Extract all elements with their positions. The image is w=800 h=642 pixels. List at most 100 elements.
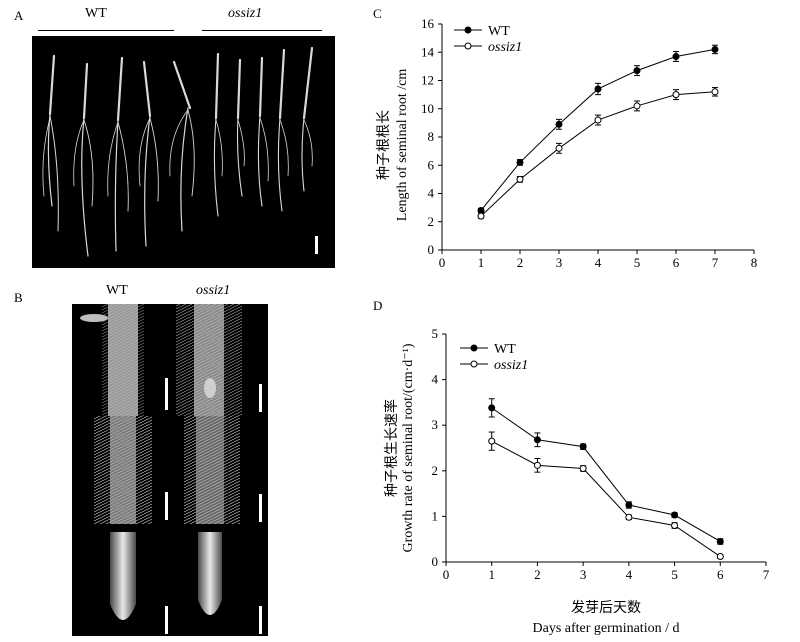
panel-a-mutant-label: ossiz1: [228, 6, 263, 21]
data-point-1: [477, 212, 485, 220]
x-tick-label: 4: [595, 255, 602, 270]
panel-b-letter: B: [14, 290, 23, 305]
panel-a-scale-bar: [315, 236, 318, 254]
root-closeup-illustration: [80, 304, 262, 634]
data-point-1: [671, 522, 679, 530]
y-tick-label: 10: [421, 101, 434, 116]
data-point-1: [579, 465, 587, 473]
wt-seedling-1: [42, 54, 59, 232]
mutant-root-column: [176, 304, 242, 615]
chart-d-xlabel-en: Days after germination / d: [533, 621, 680, 636]
scale-bar-mutant-1: [259, 384, 262, 412]
mutant-seedling-3: [257, 56, 269, 207]
legend-marker-1: [464, 42, 472, 50]
data-point-0: [711, 45, 719, 53]
mutant-seedling-2: [236, 58, 245, 197]
panel-b-root-photo: [72, 304, 268, 636]
data-point-1: [516, 175, 524, 183]
panel-a-seedling-photo: [32, 36, 335, 268]
scale-bar-wt-2: [165, 492, 168, 520]
data-point-0: [672, 52, 680, 60]
panel-a-wt-label: WT: [85, 6, 107, 21]
scale-bar-wt-3: [165, 606, 168, 634]
legend-label-0: WT: [488, 24, 510, 39]
x-tick-label: 2: [517, 255, 524, 270]
mutant-seedling-4: [277, 48, 289, 212]
data-point-1: [633, 102, 641, 110]
x-tick-label: 8: [751, 255, 758, 270]
chart-c-ylabel-cn: 种子根根长: [376, 110, 392, 180]
legend-label-0: WT: [494, 342, 516, 357]
scale-bar-mutant-2: [259, 494, 262, 522]
data-point-1: [625, 513, 633, 521]
data-point-0: [671, 511, 679, 519]
x-tick-label: 5: [671, 567, 678, 582]
y-tick-label: 14: [421, 44, 435, 59]
data-point-0: [594, 85, 602, 93]
wt-seedling-2: [73, 62, 94, 257]
data-point-0: [516, 158, 524, 166]
data-point-0: [716, 537, 724, 545]
x-tick-label: 2: [534, 567, 541, 582]
chart-c-ylabel-en: Length of seminal root /cm: [395, 69, 410, 222]
wt-seedling-4: [138, 60, 159, 247]
panel-a-mutant-bracket: [202, 30, 322, 31]
seedlings-illustration: [42, 46, 318, 257]
data-point-0: [477, 206, 485, 214]
data-point-0: [579, 443, 587, 451]
series-line-0: [491, 407, 721, 542]
data-point-1: [716, 553, 724, 561]
x-tick-label: 1: [478, 255, 485, 270]
y-tick-label: 4: [428, 186, 435, 201]
wt-root-column: [80, 304, 152, 620]
chart-d-ylabel-en: Growth rate of seminal root/(cm·d⁻¹): [401, 343, 416, 552]
x-tick-label: 3: [580, 567, 587, 582]
panel-a-wt-bracket: [38, 30, 174, 31]
data-point-1: [533, 461, 541, 469]
data-point-0: [533, 436, 541, 444]
wt-seedling-5: [169, 60, 195, 232]
y-tick-label: 0: [428, 242, 435, 257]
chart-d-ylabel-cn: 种子根生长速率: [383, 399, 400, 497]
x-tick-label: 5: [634, 255, 641, 270]
series-line-1: [480, 91, 716, 217]
x-tick-label: 4: [626, 567, 633, 582]
x-tick-label: 6: [717, 567, 724, 582]
series-line-1: [491, 440, 721, 557]
y-tick-label: 0: [432, 554, 439, 569]
y-tick-label: 1: [432, 508, 439, 523]
x-tick-label: 0: [439, 255, 446, 270]
data-point-0: [625, 501, 633, 509]
mutant-seedling-1: [213, 52, 223, 217]
y-tick-label: 16: [421, 16, 435, 31]
x-tick-label: 7: [712, 255, 719, 270]
y-tick-label: 4: [432, 372, 439, 387]
x-tick-label: 6: [673, 255, 680, 270]
y-tick-label: 2: [428, 214, 435, 229]
series-line-0: [480, 48, 716, 211]
scale-bar-mutant-3: [259, 606, 262, 634]
data-point-1: [672, 91, 680, 99]
legend-label-1: ossiz1: [494, 358, 528, 373]
panel-c-letter: C: [373, 6, 382, 21]
legend-marker-1: [470, 360, 478, 368]
panel-b-wt-label: WT: [106, 283, 128, 298]
data-point-0: [555, 120, 563, 128]
data-point-1: [711, 88, 719, 96]
legend-label-1: ossiz1: [488, 40, 522, 55]
panel-b-mutant-label: ossiz1: [196, 283, 231, 298]
wt-seedling-3: [107, 56, 129, 252]
data-point-0: [488, 404, 496, 412]
data-point-0: [633, 67, 641, 75]
y-tick-label: 8: [428, 129, 435, 144]
data-point-1: [594, 116, 602, 124]
y-tick-label: 2: [432, 463, 439, 478]
panel-d-letter: D: [373, 298, 383, 313]
legend-marker-0: [470, 344, 478, 352]
data-point-1: [555, 144, 563, 152]
scale-bar-wt-1: [165, 378, 168, 410]
x-tick-label: 0: [443, 567, 450, 582]
data-point-1: [488, 437, 496, 445]
